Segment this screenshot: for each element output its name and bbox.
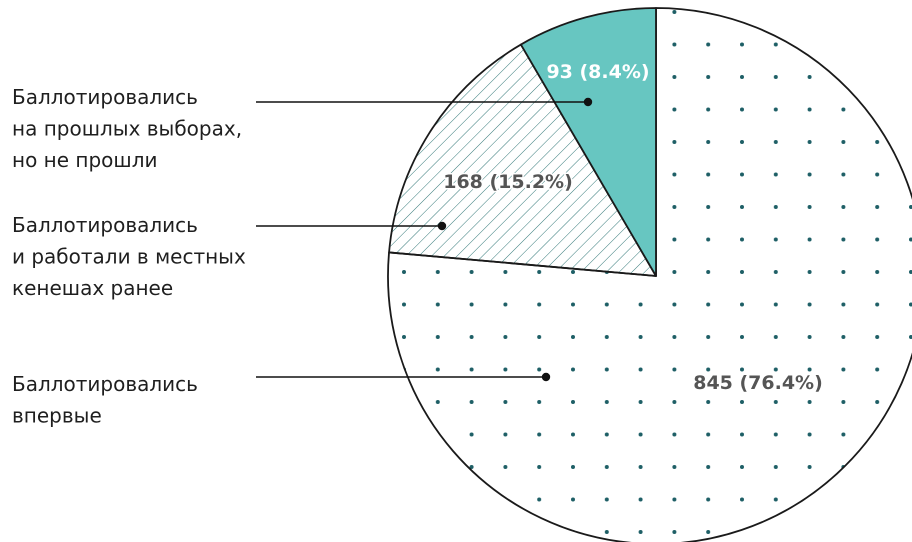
- pie-legend: Баллотировались впервые Баллотировались и р…: [12, 85, 593, 428]
- pie-data-labels: 845 (76.4%) 168 (15.2%) 93 (8.4%): [442, 61, 825, 396]
- legend-label-line: кенешах ранее: [12, 276, 173, 300]
- legend-label: Баллотировались на прошлых выборах, но не …: [12, 85, 242, 172]
- legend-leader-marker: [583, 97, 593, 107]
- legend-label-line: Баллотировались: [12, 85, 198, 109]
- legend-label-line: на прошлых выборах,: [12, 117, 242, 141]
- legend-label-line: Баллотировались: [12, 372, 198, 396]
- pie-slice-dots: [387, 7, 912, 542]
- legend-label: Баллотировались и работали в местных кенеш…: [12, 213, 246, 300]
- legend-label-line: Баллотировались: [12, 213, 198, 237]
- legend-label-line: и работали в местных: [12, 245, 246, 269]
- slice-data-label: 168 (15.2%): [443, 171, 573, 193]
- slice-data-label: 845 (76.4%): [693, 372, 823, 394]
- pie-slices: [387, 7, 912, 542]
- pie-slice-solid: [520, 7, 657, 277]
- legend-leader-marker: [437, 221, 447, 231]
- legend-label: Баллотировались впервые: [12, 372, 198, 428]
- legend-leader-marker: [541, 372, 551, 382]
- legend-label-line: но не прошли: [12, 148, 158, 172]
- legend-label-line: впервые: [12, 404, 102, 428]
- slice-data-label: 93 (8.4%): [546, 61, 649, 83]
